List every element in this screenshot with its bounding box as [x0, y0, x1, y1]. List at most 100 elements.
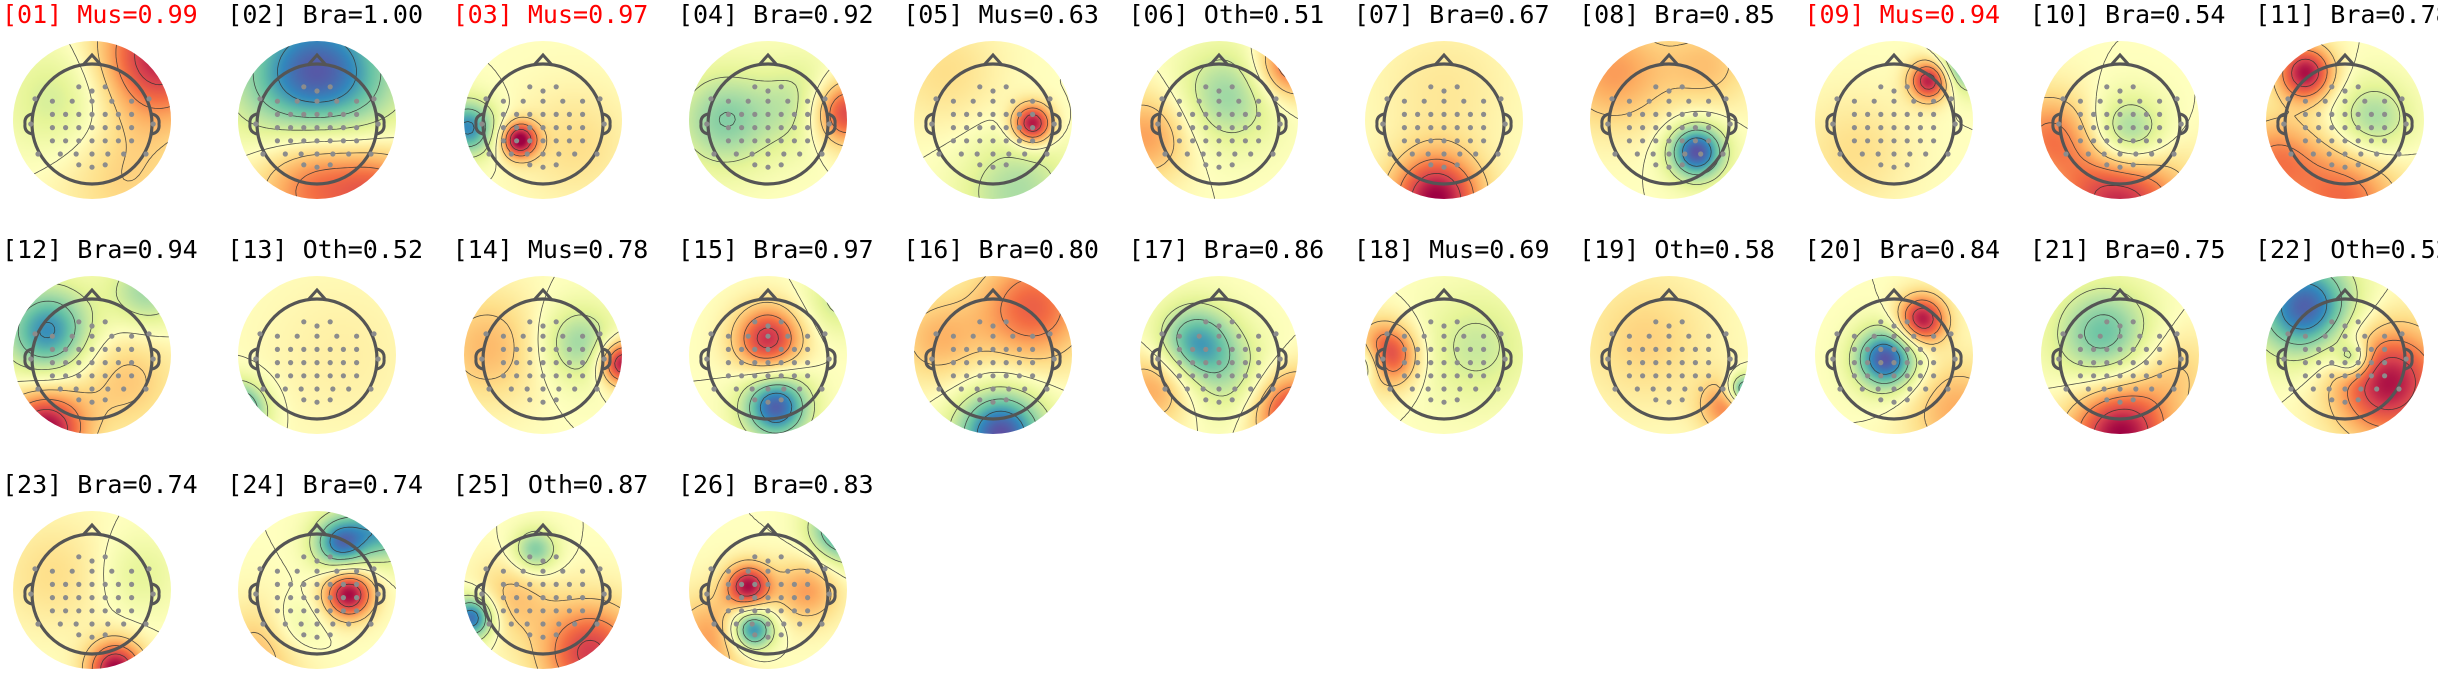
sensor-dot [32, 96, 37, 101]
sensor-dot [778, 347, 783, 352]
sensor-dot [977, 138, 982, 143]
sensor-dot [2303, 125, 2308, 130]
component-label: [19] Oth=0.58 [1579, 235, 1775, 265]
sensor-dot [2117, 373, 2122, 378]
sensor-dot [704, 121, 709, 126]
sensor-dot [301, 319, 306, 324]
sensor-dot [116, 138, 121, 143]
sensor-dot [508, 151, 513, 156]
component-probability: 0.99 [138, 0, 198, 29]
sensor-dot [1030, 112, 1035, 117]
sensor-dot [797, 386, 802, 391]
scalp-topomap [2259, 269, 2431, 441]
component-class: Mus [1414, 235, 1474, 264]
sensor-dot [2329, 397, 2334, 402]
sensor-dot [341, 360, 346, 365]
component-class: Bra [2315, 0, 2375, 29]
sensor-dot [1030, 125, 1035, 130]
sensor-dot [1706, 373, 1711, 378]
sensor-dot [560, 99, 565, 104]
sensor-dot [2130, 162, 2135, 167]
sensor-dot [328, 360, 333, 365]
sensor-dot [1454, 360, 1459, 365]
sensor-dot [1216, 323, 1221, 328]
sensor-dot [2303, 347, 2308, 352]
sensor-dot [1627, 138, 1632, 143]
scalp-topomap [231, 269, 403, 441]
sensor-dot [103, 112, 108, 117]
sensor-dot [35, 386, 40, 391]
sensor-dot [129, 125, 134, 130]
sensor-dot [1441, 373, 1446, 378]
sensor-dot [778, 582, 783, 587]
sensor-dot [1428, 360, 1433, 365]
sensor-dot [734, 386, 739, 391]
sensor-dot [1949, 96, 1954, 101]
sensor-dot [354, 125, 359, 130]
sensor-dot [500, 99, 505, 104]
sensor-dot [76, 319, 81, 324]
sensor-dot [1004, 112, 1009, 117]
component-class: Bra [62, 470, 122, 499]
sensor-dot [1203, 84, 1208, 89]
sensor-dot [580, 569, 585, 574]
sensor-dot [1905, 373, 1910, 378]
component-probability: 0.51 [1264, 0, 1324, 29]
sensor-dot [35, 151, 40, 156]
sensor-dot [89, 99, 94, 104]
sensor-dot [508, 386, 513, 391]
sensor-dot [121, 621, 126, 626]
sensor-dot [1017, 347, 1022, 352]
component-label: [13] Oth=0.52 [227, 235, 423, 265]
sensor-dot [1006, 386, 1011, 391]
sensor-dot [1457, 151, 1462, 156]
component-index: [03] [453, 0, 513, 29]
sensor-dot [739, 125, 744, 130]
sensor-dot [2157, 125, 2162, 130]
sensor-dot [822, 566, 827, 571]
sensor-dot [805, 569, 810, 574]
sensor-dot [1203, 360, 1208, 365]
component-label: [17] Bra=0.86 [1129, 235, 1325, 265]
component-probability: 0.84 [1940, 235, 2000, 264]
sensor-dot [341, 125, 346, 130]
sensor-dot [500, 582, 505, 587]
sensor-dot [2077, 334, 2082, 339]
sensor-dot [1236, 334, 1241, 339]
scalp-topomap [231, 504, 403, 676]
sensor-dot [354, 99, 359, 104]
sensor-dot [805, 582, 810, 587]
sensor-dot [778, 397, 783, 402]
sensor-dot [1004, 162, 1009, 167]
sensor-dot [520, 99, 525, 104]
sensor-dot [540, 151, 545, 156]
sensor-dot [129, 569, 134, 574]
sensor-dot [89, 334, 94, 339]
sensor-dot [819, 151, 824, 156]
component-index: [01] [2, 0, 62, 29]
sensor-dot [580, 334, 585, 339]
sensor-dot [301, 112, 306, 117]
sensor-dot [261, 386, 266, 391]
sensor-dot [1454, 319, 1459, 324]
sensor-dot [89, 138, 94, 143]
sensor-dot [1200, 386, 1205, 391]
sensor-dot [2091, 125, 2096, 130]
sensor-dot [601, 356, 606, 361]
scalp-topomap [6, 34, 178, 206]
sensor-dot [89, 88, 94, 93]
component-probability: 0.75 [2165, 235, 2225, 264]
sensor-dot [566, 138, 571, 143]
sensor-dot [520, 334, 525, 339]
component-topomap-20: [20] Bra=0.84 [1802, 235, 2012, 457]
sensor-dot [1931, 99, 1936, 104]
sensor-dot [2143, 125, 2148, 130]
sensor-dot [116, 595, 121, 600]
sensor-dot [524, 621, 529, 626]
sensor-dot [2342, 125, 2347, 130]
sensor-dot [50, 138, 55, 143]
scalp-topomap [1133, 34, 1305, 206]
component-topomap-09: [09] Mus=0.94 [1802, 0, 2012, 222]
sensor-dot [354, 569, 359, 574]
scalp-topomap [2034, 269, 2206, 441]
